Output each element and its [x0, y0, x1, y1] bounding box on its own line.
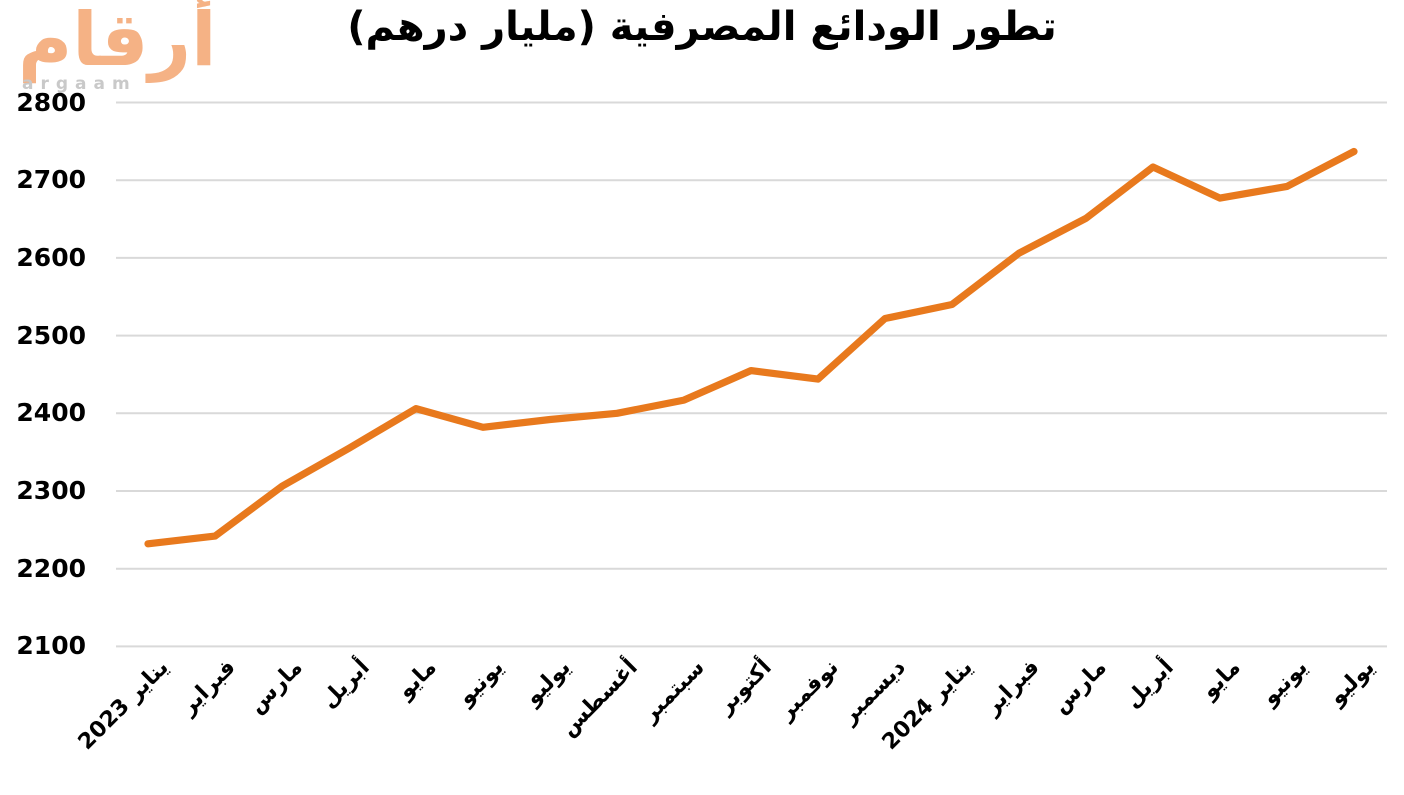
- y-axis-label: 2300: [16, 476, 86, 505]
- argaam-logo: أرقام argaam: [8, 0, 214, 104]
- y-axis-label: 2400: [16, 398, 86, 428]
- chart-title: تطور الودائع المصرفية (مليار درهم): [347, 4, 1057, 50]
- y-axis-label: 2600: [16, 242, 86, 272]
- argaam-logo-arabic: أرقام: [18, 0, 217, 83]
- deposits-line: [144, 147, 1358, 548]
- y-axis-label: 2700: [16, 165, 86, 195]
- argaam-logo-latin: argaam: [22, 74, 137, 94]
- y-axis-label: 2500: [16, 320, 86, 350]
- y-axis-label: 2200: [16, 553, 86, 583]
- y-axis-label: 2800: [16, 87, 86, 117]
- y-axis-label: 2100: [16, 631, 86, 661]
